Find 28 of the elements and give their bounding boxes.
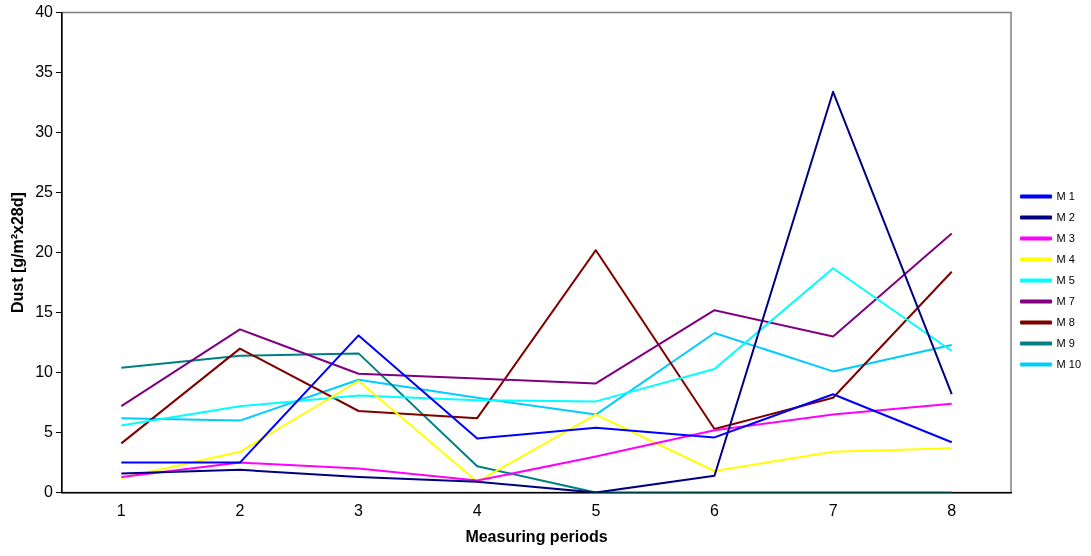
legend-label: M 7 bbox=[1056, 294, 1075, 307]
y-axis-title: Dust [g/m²x28d] bbox=[9, 192, 27, 314]
legend-label: M 3 bbox=[1056, 231, 1075, 244]
x-tick-label: 6 bbox=[710, 501, 720, 519]
y-tick-label: 20 bbox=[35, 243, 54, 261]
y-tick-label: 25 bbox=[35, 183, 54, 201]
y-tick-label: 15 bbox=[35, 303, 54, 321]
x-tick-label: 4 bbox=[472, 501, 482, 519]
y-tick-label: 0 bbox=[44, 483, 54, 501]
legend-label: M 1 bbox=[1056, 189, 1075, 202]
legend-label: M 9 bbox=[1056, 336, 1075, 349]
legend-label: M 10 bbox=[1056, 357, 1082, 370]
legend-label: M 5 bbox=[1056, 273, 1075, 286]
y-tick-label: 30 bbox=[35, 123, 54, 141]
legend-label: M 2 bbox=[1056, 210, 1075, 223]
y-tick-label: 10 bbox=[35, 363, 54, 381]
legend-label: M 8 bbox=[1056, 315, 1075, 328]
x-tick-label: 3 bbox=[354, 501, 364, 519]
x-tick-label: 8 bbox=[947, 501, 957, 519]
x-tick-label: 2 bbox=[235, 501, 245, 519]
y-tick-label: 40 bbox=[35, 3, 54, 21]
x-tick-label: 5 bbox=[591, 501, 601, 519]
y-tick-label: 5 bbox=[44, 423, 54, 441]
legend-label: M 4 bbox=[1056, 252, 1075, 265]
x-axis-title: Measuring periods bbox=[465, 527, 608, 545]
x-tick-label: 1 bbox=[116, 501, 126, 519]
y-tick-label: 35 bbox=[35, 63, 54, 81]
x-tick-label: 7 bbox=[828, 501, 838, 519]
